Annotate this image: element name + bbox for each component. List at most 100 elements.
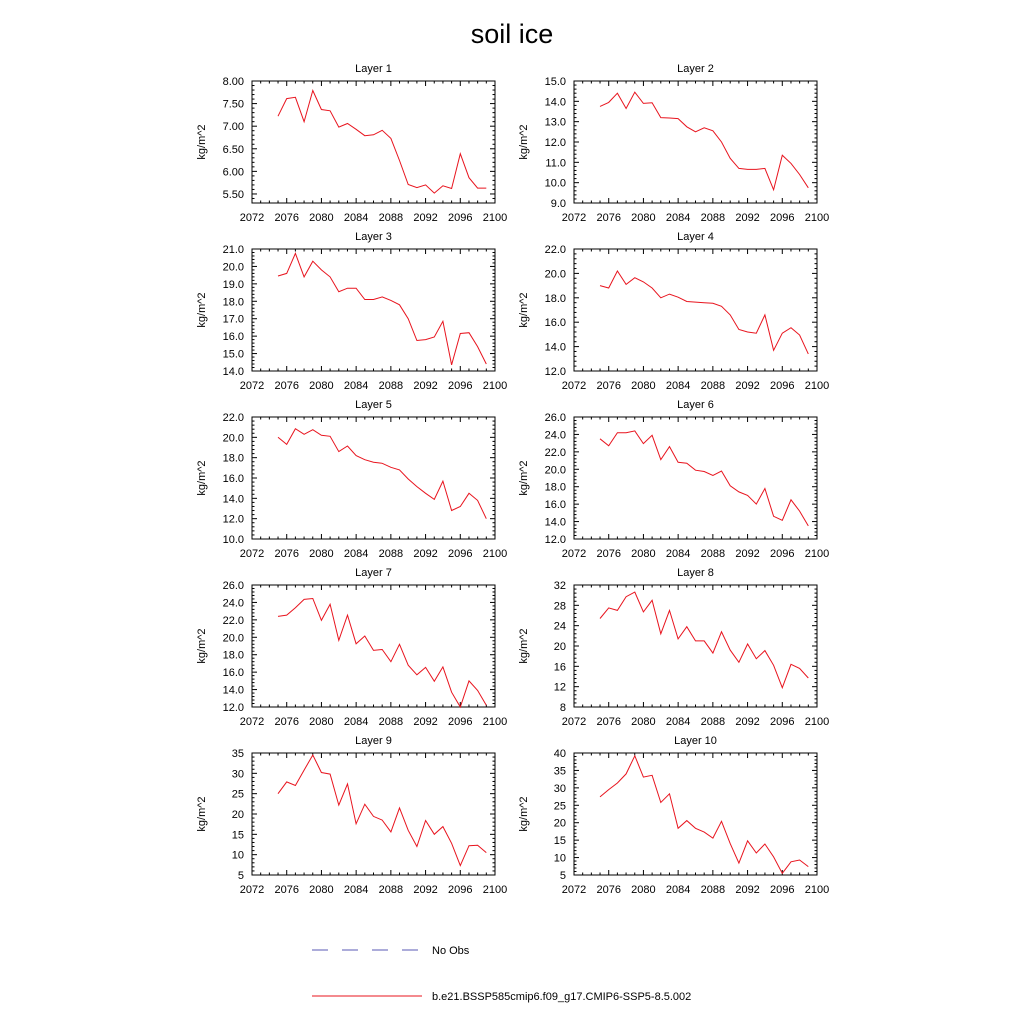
x-tick-label: 2092 bbox=[413, 380, 437, 392]
y-tick-label: 26.0 bbox=[545, 412, 566, 424]
plot-frame bbox=[251, 752, 496, 876]
plot-frame bbox=[573, 416, 818, 540]
x-tick-label: 2080 bbox=[309, 716, 333, 728]
x-tick-label: 2084 bbox=[666, 212, 690, 224]
y-axis-label: kg/m^2 bbox=[518, 292, 530, 327]
plot-frame bbox=[251, 416, 496, 540]
x-tick-label: 2076 bbox=[274, 380, 298, 392]
series-line bbox=[277, 427, 487, 519]
y-tick-label: 7.00 bbox=[223, 121, 244, 133]
y-tick-label: 14.0 bbox=[223, 366, 244, 378]
y-tick-label: 20.0 bbox=[545, 464, 566, 476]
y-tick-label: 18.0 bbox=[545, 293, 566, 305]
panel-layer-7: Layer 7 kg/m^2 2072 2076 2080 2084 2088 2092 209… bbox=[196, 567, 507, 728]
y-axis-label: kg/m^2 bbox=[196, 796, 208, 831]
x-tick-label: 2076 bbox=[596, 884, 620, 896]
y-tick-label: 20.0 bbox=[223, 632, 244, 644]
plot-frame bbox=[573, 584, 818, 708]
y-tick-label: 6.50 bbox=[223, 144, 244, 156]
x-tick-label: 2080 bbox=[631, 212, 655, 224]
x-tick-label: 2096 bbox=[448, 548, 472, 560]
x-tick-label: 2100 bbox=[483, 716, 507, 728]
panel-layer-9: Layer 9 kg/m^2 2072 2076 2080 2084 2088 2092 209… bbox=[196, 735, 507, 896]
x-tick-label: 2084 bbox=[344, 716, 368, 728]
y-tick-label: 20.0 bbox=[223, 261, 244, 273]
y-tick-label: 12.0 bbox=[223, 514, 244, 526]
y-tick-label: 14.0 bbox=[545, 517, 566, 529]
x-tick-label: 2072 bbox=[562, 548, 586, 560]
panel-layer-6: Layer 6 kg/m^2 2072 2076 2080 2084 2088 2092 209… bbox=[518, 399, 829, 560]
y-tick-label: 18.0 bbox=[223, 296, 244, 308]
y-tick-label: 35 bbox=[232, 748, 244, 760]
y-tick-label: 8.00 bbox=[223, 76, 244, 88]
y-tick-label: 16.0 bbox=[545, 499, 566, 511]
x-tick-label: 2088 bbox=[701, 716, 725, 728]
y-tick-label: 9.0 bbox=[551, 198, 566, 210]
y-tick-label: 12.0 bbox=[545, 137, 566, 149]
y-tick-label: 25 bbox=[554, 800, 566, 812]
y-axis-label: kg/m^2 bbox=[196, 292, 208, 327]
panel-layer-1: Layer 1 kg/m^2 2072 2076 2080 2084 2088 2092 209… bbox=[196, 63, 507, 224]
x-tick-label: 2088 bbox=[701, 212, 725, 224]
y-tick-label: 12.0 bbox=[545, 534, 566, 546]
x-tick-label: 2084 bbox=[344, 380, 368, 392]
x-tick-label: 2072 bbox=[562, 212, 586, 224]
x-tick-label: 2092 bbox=[413, 212, 437, 224]
series-line bbox=[599, 754, 809, 875]
x-tick-label: 2076 bbox=[274, 548, 298, 560]
legend-label-run: b.e21.BSSP585cmip6.f09_g17.CMIP6-SSP5-8.… bbox=[432, 991, 691, 1003]
figure-title: soil ice bbox=[471, 19, 554, 49]
y-tick-label: 5.50 bbox=[223, 189, 244, 201]
y-tick-label: 10 bbox=[554, 853, 566, 865]
y-tick-label: 6.00 bbox=[223, 166, 244, 178]
x-tick-label: 2080 bbox=[309, 380, 333, 392]
panel-title: Layer 6 bbox=[677, 399, 714, 411]
y-tick-label: 18.0 bbox=[223, 453, 244, 465]
y-axis-label: kg/m^2 bbox=[518, 460, 530, 495]
y-tick-label: 16.0 bbox=[223, 667, 244, 679]
x-tick-label: 2096 bbox=[448, 380, 472, 392]
x-tick-label: 2092 bbox=[413, 884, 437, 896]
x-tick-label: 2100 bbox=[483, 212, 507, 224]
x-tick-label: 2096 bbox=[770, 716, 794, 728]
x-tick-label: 2100 bbox=[483, 548, 507, 560]
y-tick-label: 24.0 bbox=[223, 597, 244, 609]
y-tick-label: 7.50 bbox=[223, 99, 244, 111]
panel-title: Layer 3 bbox=[355, 231, 392, 243]
y-tick-label: 30 bbox=[554, 783, 566, 795]
y-tick-label: 18.0 bbox=[545, 482, 566, 494]
x-tick-label: 2096 bbox=[770, 212, 794, 224]
x-tick-label: 2100 bbox=[805, 212, 829, 224]
y-tick-label: 18.0 bbox=[223, 650, 244, 662]
x-tick-label: 2092 bbox=[413, 548, 437, 560]
x-tick-label: 2092 bbox=[735, 716, 759, 728]
plot-frame bbox=[573, 752, 818, 876]
y-tick-label: 15.0 bbox=[223, 349, 244, 361]
y-tick-label: 16.0 bbox=[223, 473, 244, 485]
legend: No Obs b.e21.BSSP585cmip6.f09_g17.CMIP6-… bbox=[312, 945, 691, 1003]
panel-title: Layer 5 bbox=[355, 399, 392, 411]
panel-title: Layer 10 bbox=[674, 735, 717, 747]
x-tick-label: 2088 bbox=[379, 716, 403, 728]
x-tick-label: 2088 bbox=[701, 380, 725, 392]
panel-layer-2: Layer 2 kg/m^2 2072 2076 2080 2084 2088 2092 209… bbox=[518, 63, 829, 224]
panel-layer-4: Layer 4 kg/m^2 2072 2076 2080 2084 2088 2092 209… bbox=[518, 231, 829, 392]
y-tick-label: 11.0 bbox=[545, 157, 566, 169]
x-tick-label: 2072 bbox=[562, 884, 586, 896]
x-tick-label: 2092 bbox=[735, 548, 759, 560]
x-tick-label: 2088 bbox=[701, 548, 725, 560]
x-tick-label: 2072 bbox=[562, 380, 586, 392]
y-tick-label: 5 bbox=[238, 870, 244, 882]
y-tick-label: 12 bbox=[554, 682, 566, 694]
y-axis-label: kg/m^2 bbox=[196, 628, 208, 663]
panel-layer-3: Layer 3 kg/m^2 2072 2076 2080 2084 2088 2092 209… bbox=[196, 231, 507, 392]
x-tick-label: 2072 bbox=[240, 548, 264, 560]
x-tick-label: 2084 bbox=[344, 212, 368, 224]
y-tick-label: 22.0 bbox=[223, 412, 244, 424]
y-tick-label: 20 bbox=[554, 641, 566, 653]
x-tick-label: 2084 bbox=[666, 380, 690, 392]
x-tick-label: 2076 bbox=[274, 716, 298, 728]
y-tick-label: 32 bbox=[554, 580, 566, 592]
y-tick-label: 20.0 bbox=[223, 432, 244, 444]
